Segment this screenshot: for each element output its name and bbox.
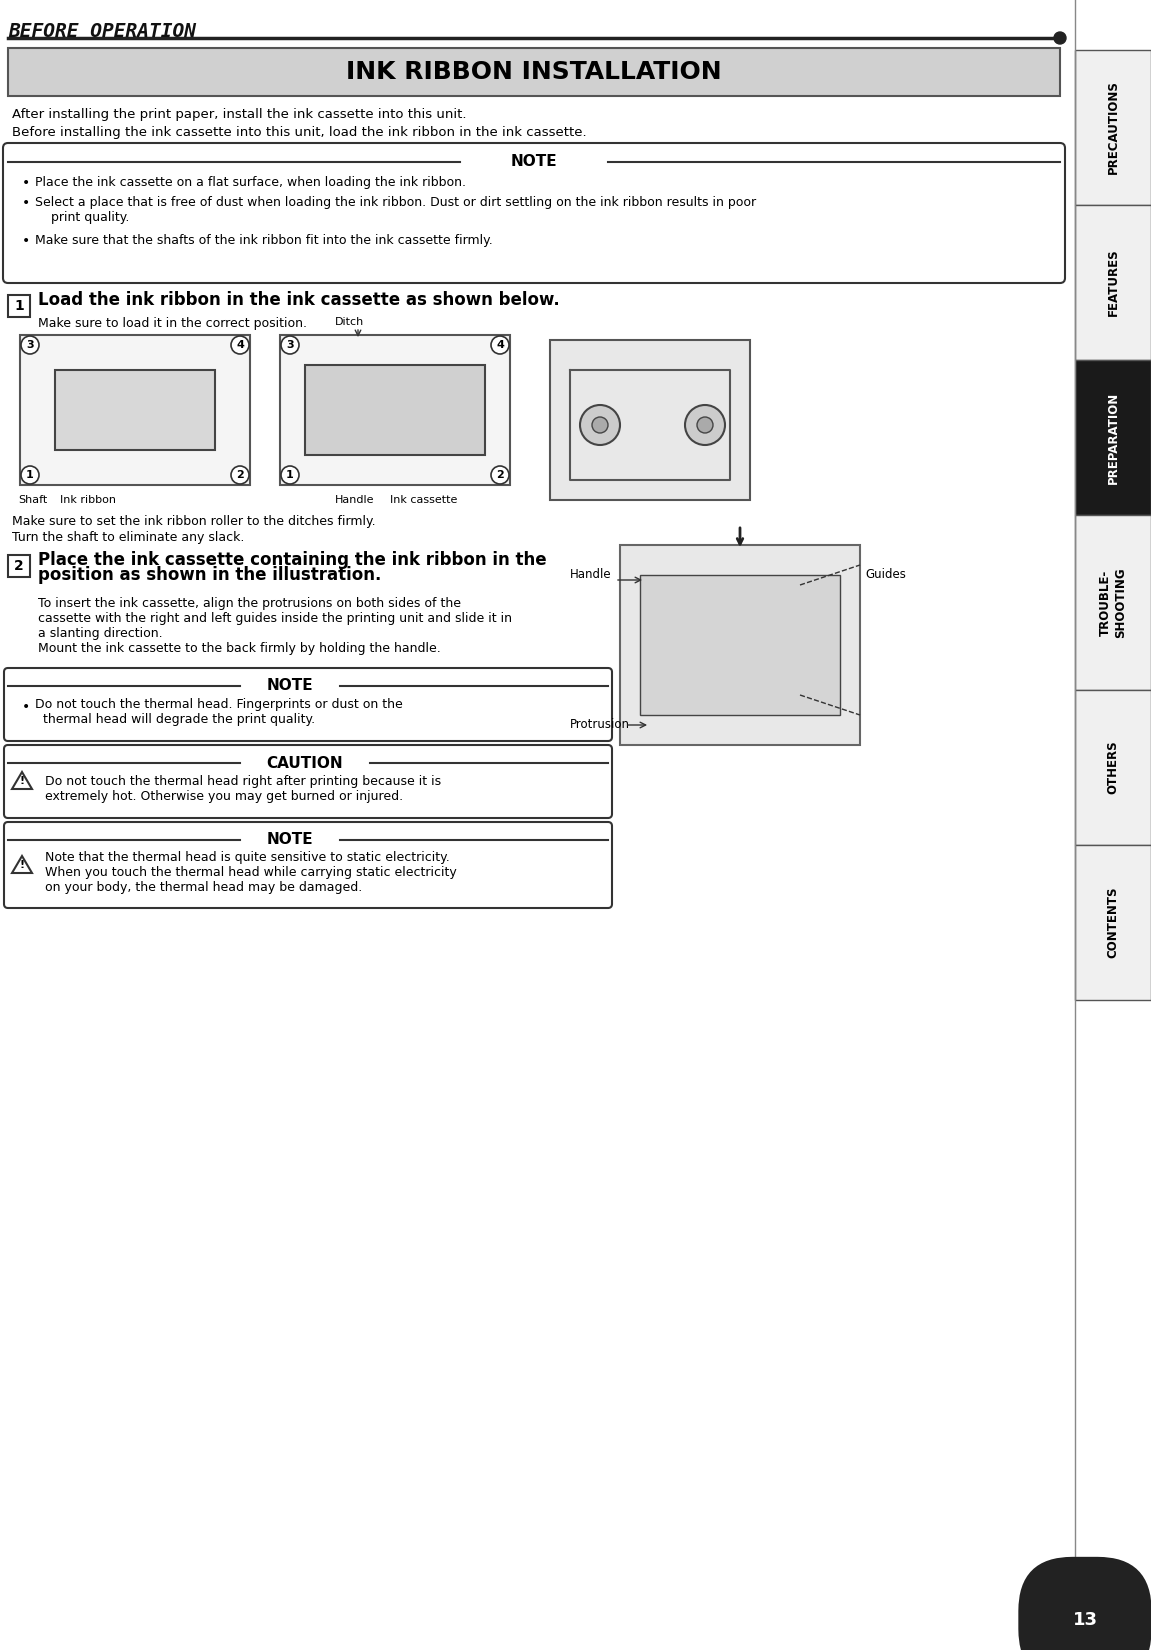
Bar (55, 370, 215, 450)
Bar (305, 365, 485, 455)
Text: 1: 1 (14, 299, 24, 314)
Circle shape (281, 465, 299, 483)
Text: FEATURES: FEATURES (1106, 249, 1120, 317)
Circle shape (491, 465, 509, 483)
Bar (1075, 515, 1151, 690)
Text: Make sure that the shafts of the ink ribbon fit into the ink cassette firmly.: Make sure that the shafts of the ink rib… (35, 234, 493, 248)
Bar (8, 554, 30, 578)
Text: !: ! (20, 860, 24, 870)
Text: To insert the ink cassette, align the protrusions on both sides of the: To insert the ink cassette, align the pr… (38, 597, 462, 610)
Bar (620, 544, 860, 746)
Text: 2: 2 (496, 470, 504, 480)
Circle shape (491, 337, 509, 355)
Text: 3: 3 (26, 340, 33, 350)
Bar (8, 48, 1060, 96)
Circle shape (281, 337, 299, 355)
Text: NOTE: NOTE (511, 155, 557, 170)
Text: 2: 2 (236, 470, 244, 480)
Text: Handle: Handle (570, 569, 611, 581)
Text: Guides: Guides (866, 569, 906, 581)
Text: Load the ink ribbon in the ink cassette as shown below.: Load the ink ribbon in the ink cassette … (38, 290, 559, 309)
Text: •: • (22, 196, 30, 210)
Text: INK RIBBON INSTALLATION: INK RIBBON INSTALLATION (346, 59, 722, 84)
Text: 3: 3 (287, 340, 294, 350)
Bar (1075, 50, 1151, 205)
Text: PRECAUTIONS: PRECAUTIONS (1106, 81, 1120, 175)
Bar (1075, 360, 1151, 515)
Text: Make sure to load it in the correct position.: Make sure to load it in the correct posi… (38, 317, 307, 330)
Circle shape (1054, 31, 1066, 45)
Text: Do not touch the thermal head right after printing because it is
extremely hot. : Do not touch the thermal head right afte… (45, 776, 441, 804)
Circle shape (685, 404, 725, 446)
Circle shape (580, 404, 620, 446)
Text: Note that the thermal head is quite sensitive to static electricity.
When you to: Note that the thermal head is quite sens… (45, 851, 457, 894)
Text: Ink cassette: Ink cassette (390, 495, 457, 505)
Polygon shape (12, 772, 32, 789)
Text: Place the ink cassette on a flat surface, when loading the ink ribbon.: Place the ink cassette on a flat surface… (35, 177, 466, 190)
Text: Ink ribbon: Ink ribbon (60, 495, 116, 505)
Bar (8, 295, 30, 317)
Circle shape (21, 465, 39, 483)
Text: Make sure to set the ink ribbon roller to the ditches firmly.: Make sure to set the ink ribbon roller t… (12, 515, 375, 528)
Text: BEFORE OPERATION: BEFORE OPERATION (8, 21, 196, 41)
Bar (20, 335, 250, 485)
Text: NOTE: NOTE (267, 678, 313, 693)
FancyBboxPatch shape (3, 144, 1065, 284)
Circle shape (231, 465, 249, 483)
Text: 4: 4 (496, 340, 504, 350)
Circle shape (592, 417, 608, 432)
FancyBboxPatch shape (3, 822, 612, 908)
FancyBboxPatch shape (3, 668, 612, 741)
Text: •: • (22, 700, 30, 714)
Text: a slanting direction.: a slanting direction. (38, 627, 162, 640)
Text: CONTENTS: CONTENTS (1106, 886, 1120, 959)
Bar (1075, 690, 1151, 845)
Text: OTHERS: OTHERS (1106, 741, 1120, 794)
Text: Turn the shaft to eliminate any slack.: Turn the shaft to eliminate any slack. (12, 531, 244, 545)
Text: 13: 13 (1073, 1610, 1098, 1629)
Circle shape (21, 337, 39, 355)
Text: 4: 4 (236, 340, 244, 350)
Text: After installing the print paper, install the ink cassette into this unit.: After installing the print paper, instal… (12, 107, 466, 120)
Text: Ditch: Ditch (335, 317, 364, 327)
Text: position as shown in the illustration.: position as shown in the illustration. (38, 566, 381, 584)
Text: cassette with the right and left guides inside the printing unit and slide it in: cassette with the right and left guides … (38, 612, 512, 625)
Text: NOTE: NOTE (267, 833, 313, 848)
Text: Mount the ink cassette to the back firmly by holding the handle.: Mount the ink cassette to the back firml… (38, 642, 441, 655)
Bar (1075, 205, 1151, 360)
Text: Place the ink cassette containing the ink ribbon in the: Place the ink cassette containing the in… (38, 551, 547, 569)
Circle shape (698, 417, 712, 432)
Bar (1075, 845, 1151, 1000)
Text: Do not touch the thermal head. Fingerprints or dust on the
  thermal head will d: Do not touch the thermal head. Fingerpri… (35, 698, 403, 726)
Text: •: • (22, 234, 30, 248)
FancyBboxPatch shape (3, 746, 612, 818)
Text: Select a place that is free of dust when loading the ink ribbon. Dust or dirt se: Select a place that is free of dust when… (35, 196, 756, 224)
Text: Handle: Handle (335, 495, 374, 505)
Bar (280, 335, 510, 485)
Bar (550, 340, 750, 500)
Text: PREPARATION: PREPARATION (1106, 391, 1120, 483)
Circle shape (231, 337, 249, 355)
Text: 2: 2 (14, 559, 24, 573)
Text: 1: 1 (26, 470, 33, 480)
Text: Before installing the ink cassette into this unit, load the ink ribbon in the in: Before installing the ink cassette into … (12, 125, 587, 139)
Text: CAUTION: CAUTION (267, 756, 343, 771)
Polygon shape (12, 856, 32, 873)
Text: •: • (22, 177, 30, 190)
Text: Protrusion: Protrusion (570, 718, 630, 731)
Text: Shaft: Shaft (18, 495, 47, 505)
Text: 1: 1 (287, 470, 294, 480)
Bar (640, 574, 840, 714)
Text: !: ! (20, 776, 24, 785)
Text: TROUBLE-
SHOOTING: TROUBLE- SHOOTING (1099, 568, 1127, 639)
